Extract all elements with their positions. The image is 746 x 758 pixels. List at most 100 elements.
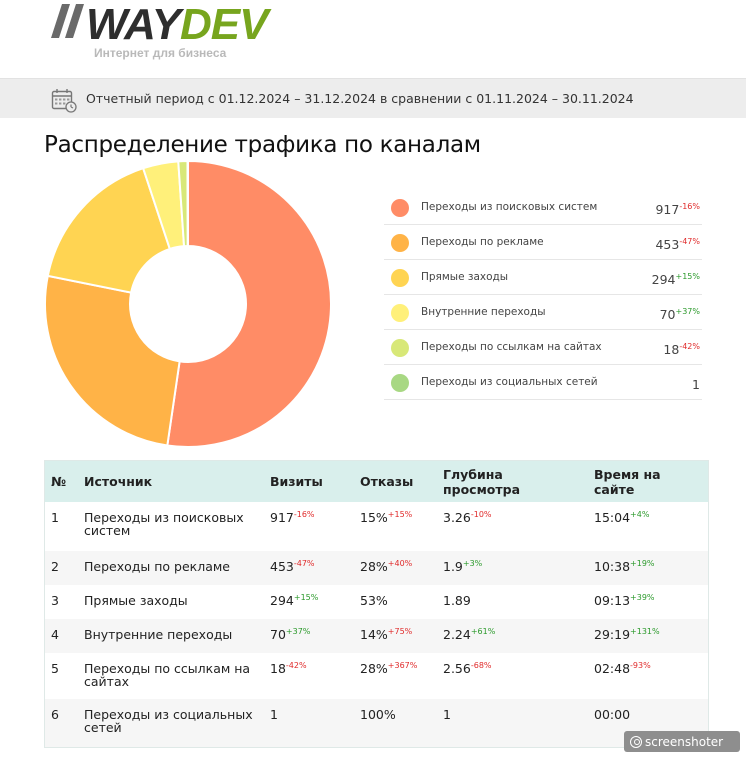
cell-depth: 2.24+61% bbox=[437, 619, 588, 653]
cell-time: 00:00 bbox=[588, 699, 708, 747]
donut-slice bbox=[44, 274, 181, 447]
legend-change: -42% bbox=[679, 342, 700, 351]
legend-label: Внутренние переходы bbox=[421, 306, 546, 318]
cell-time: 29:19+131% bbox=[588, 619, 708, 653]
cell-visits-change: -16% bbox=[293, 510, 315, 519]
cell-time-change: +39% bbox=[630, 593, 655, 602]
column-header-number: № bbox=[51, 474, 67, 489]
cell-source: Переходы по рекламе bbox=[78, 551, 264, 585]
legend-value-number: 70 bbox=[659, 307, 676, 322]
cell-depth-change: +61% bbox=[470, 627, 496, 636]
screenshoter-watermark: screenshoter bbox=[624, 731, 740, 752]
legend-value: 18-42% bbox=[663, 342, 700, 357]
logo-slashes-icon bbox=[51, 4, 84, 38]
cell-number: 1 bbox=[45, 502, 78, 551]
cell-visits-change: +37% bbox=[285, 627, 311, 636]
cell-visits: 18-42% bbox=[264, 653, 354, 699]
table-row: 3 Прямые заходы 294+15% 53% 1.89 09:13+39% bbox=[45, 585, 708, 619]
table-row: 5 Переходы по ссылкам на сайтах 18-42% 28%+… bbox=[45, 653, 708, 699]
legend-value-number: 917 bbox=[655, 202, 680, 217]
logo: WAYDEV Интернет для бизнеса bbox=[50, 0, 330, 66]
cell-bounces-value: 28% bbox=[360, 661, 388, 676]
table-row: 6 Переходы из социальных сетей 1 100% 1 00:00 bbox=[45, 699, 708, 747]
cell-source: Переходы из поисковых систем bbox=[78, 502, 264, 551]
cell-number: 3 bbox=[45, 585, 78, 619]
logo-tagline: Интернет для бизнеса bbox=[94, 46, 227, 60]
cell-visits-value: 294 bbox=[270, 593, 294, 608]
legend-item: Переходы по рекламе 453-47% bbox=[384, 225, 702, 260]
legend-item: Переходы из социальных сетей 1 bbox=[384, 365, 702, 400]
cell-number-value: 2 bbox=[51, 559, 59, 574]
legend-color-dot bbox=[391, 234, 409, 252]
legend-value: 294+15% bbox=[652, 272, 700, 287]
cell-bounces-value: 100% bbox=[360, 707, 396, 722]
cell-visits-change: -42% bbox=[285, 661, 307, 670]
donut-slice bbox=[166, 159, 332, 448]
cell-bounces: 15%+15% bbox=[354, 502, 437, 551]
page-title: Распределение трафика по каналам bbox=[44, 132, 481, 158]
cell-visits-value: 70 bbox=[270, 627, 286, 642]
cell-bounces-change: +40% bbox=[387, 559, 413, 568]
cell-depth-change: -68% bbox=[470, 661, 492, 670]
cell-source-value: Внутренние переходы bbox=[84, 627, 233, 642]
cell-time-value: 02:48 bbox=[594, 661, 631, 676]
cell-number-value: 6 bbox=[51, 707, 59, 722]
legend-item: Прямые заходы 294+15% bbox=[384, 260, 702, 295]
cell-visits-change: +15% bbox=[293, 593, 319, 602]
legend-item: Переходы по ссылкам на сайтах 18-42% bbox=[384, 330, 702, 365]
cell-depth: 3.26-10% bbox=[437, 502, 588, 551]
cell-number-value: 3 bbox=[51, 593, 59, 608]
cell-visits: 70+37% bbox=[264, 619, 354, 653]
cell-time: 02:48-93% bbox=[588, 653, 708, 699]
legend-label: Переходы из социальных сетей bbox=[421, 376, 598, 388]
cell-source-value: Прямые заходы bbox=[84, 593, 188, 608]
legend-color-dot bbox=[391, 339, 409, 357]
cell-visits: 453-47% bbox=[264, 551, 354, 585]
legend-label: Переходы из поисковых систем bbox=[421, 201, 598, 213]
cell-source: Переходы по ссылкам на сайтах bbox=[78, 653, 264, 699]
table-row: 1 Переходы из поисковых систем 917-16% 15%+… bbox=[45, 502, 708, 551]
cell-bounces-change: +15% bbox=[387, 510, 413, 519]
cell-depth-value: 2.56 bbox=[443, 661, 471, 676]
cell-visits-value: 1 bbox=[270, 707, 278, 722]
legend-change: -47% bbox=[679, 237, 700, 246]
cell-number: 6 bbox=[45, 699, 78, 747]
table-header-row: № Источник Визиты Отказы Глубина просмот… bbox=[45, 461, 708, 502]
cell-visits-value: 917 bbox=[270, 510, 294, 525]
cell-visits-value: 18 bbox=[270, 661, 286, 676]
cell-number-value: 4 bbox=[51, 627, 59, 642]
legend-value-number: 18 bbox=[663, 342, 680, 357]
watermark-text: screenshoter bbox=[645, 734, 724, 749]
legend-change: +37% bbox=[675, 307, 700, 316]
cell-number: 2 bbox=[45, 551, 78, 585]
donut-slice bbox=[186, 159, 189, 248]
cell-time-value: 00:00 bbox=[594, 707, 631, 722]
camera-icon bbox=[630, 735, 642, 748]
cell-visits: 294+15% bbox=[264, 585, 354, 619]
cell-time: 15:04+4% bbox=[588, 502, 708, 551]
column-header-visits: Визиты bbox=[270, 474, 323, 489]
legend-value-number: 294 bbox=[651, 272, 676, 287]
legend-item: Переходы из поисковых систем 917-16% bbox=[384, 190, 702, 225]
report-period-bar: Отчетный период с 01.12.2024 – 31.12.202… bbox=[0, 78, 746, 118]
chart-legend: Переходы из поисковых систем 917-16% Перех… bbox=[384, 190, 702, 400]
legend-value-number: 453 bbox=[655, 237, 680, 252]
cell-time-change: +4% bbox=[630, 510, 650, 519]
legend-item: Внутренние переходы 70+37% bbox=[384, 295, 702, 330]
column-header-depth: Глубина просмотра bbox=[443, 466, 521, 497]
legend-label: Переходы по ссылкам на сайтах bbox=[421, 341, 602, 353]
cell-bounces: 53% bbox=[354, 585, 437, 619]
cell-bounces-change: +75% bbox=[387, 627, 413, 636]
table-row: 2 Переходы по рекламе 453-47% 28%+40% 1.9+3%… bbox=[45, 551, 708, 585]
cell-number-value: 5 bbox=[51, 661, 59, 676]
cell-bounces: 14%+75% bbox=[354, 619, 437, 653]
legend-color-dot bbox=[391, 304, 409, 322]
cell-bounces-change: +367% bbox=[387, 661, 418, 670]
cell-depth: 1.9+3% bbox=[437, 551, 588, 585]
column-header-source: Источник bbox=[84, 474, 153, 489]
traffic-table: № Источник Визиты Отказы Глубина просмот… bbox=[44, 460, 709, 748]
cell-bounces: 100% bbox=[354, 699, 437, 747]
cell-number: 5 bbox=[45, 653, 78, 699]
cell-depth-value: 2.24 bbox=[443, 627, 471, 642]
cell-depth: 1.89 bbox=[437, 585, 588, 619]
